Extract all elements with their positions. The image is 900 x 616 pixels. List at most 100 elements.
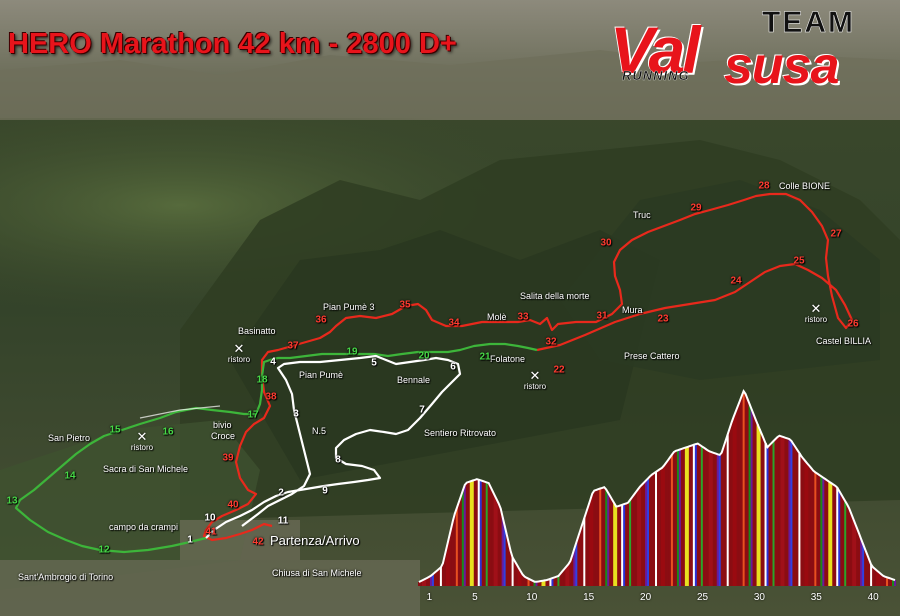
elevation-bar xyxy=(846,504,849,586)
elevation-bar xyxy=(549,578,552,586)
km-marker-9: 9 xyxy=(322,485,328,497)
elevation-bar xyxy=(774,439,777,586)
elevation-bar xyxy=(459,496,463,586)
km-marker-42: 42 xyxy=(252,536,264,548)
elevation-bar xyxy=(647,478,650,586)
elevation-bar xyxy=(748,404,752,586)
elevation-bar xyxy=(868,559,871,586)
elevation-bar xyxy=(826,480,829,586)
elevation-bar xyxy=(473,479,477,586)
elevation-bar xyxy=(720,452,724,586)
logo-team-text: TEAM xyxy=(762,6,855,40)
elevation-bar xyxy=(593,490,596,586)
elevation-bar xyxy=(579,530,582,586)
km-marker-25: 25 xyxy=(793,255,805,267)
elevation-bar xyxy=(804,461,807,586)
elevation-bar xyxy=(744,393,748,586)
elevation-bar xyxy=(559,573,562,586)
x-tick-label: 1 xyxy=(426,592,433,603)
km-marker-36: 36 xyxy=(315,314,327,326)
km-marker-34: 34 xyxy=(448,317,460,329)
elevation-bar xyxy=(445,546,449,586)
elevation-bar xyxy=(818,474,821,586)
elevation-bar xyxy=(621,504,624,586)
place-chiusa-di-san-michele: Chiusa di San Michele xyxy=(272,568,362,578)
km-marker-10: 10 xyxy=(204,512,216,524)
crossed-cutlery-icon: ✕ xyxy=(810,301,822,316)
elevation-bar xyxy=(575,542,578,586)
elevation-bar xyxy=(780,436,783,586)
elevation-bar xyxy=(738,401,742,586)
elevation-bar xyxy=(864,549,867,586)
valsusa-logo: TEAM Val susa RUNNING xyxy=(606,6,896,95)
place-bivio: bivio xyxy=(213,420,232,430)
elevation-bar xyxy=(838,490,841,586)
elevation-bar xyxy=(684,447,688,586)
elevation-bar xyxy=(509,550,513,586)
elevation-profile xyxy=(418,388,896,586)
elevation-bar xyxy=(443,554,447,586)
elevation-bar xyxy=(808,465,811,586)
elevation-bar xyxy=(455,507,459,586)
elevation-bar xyxy=(655,471,658,586)
place-bennale: Bennale xyxy=(397,375,431,385)
elevation-bar xyxy=(607,492,610,586)
elevation-bar xyxy=(653,473,656,586)
elevation-bar xyxy=(758,428,761,586)
elevation-bar xyxy=(770,443,773,586)
km-marker-7: 7 xyxy=(419,404,425,416)
elevation-bar xyxy=(724,440,728,586)
elevation-bar xyxy=(756,424,759,586)
x-tick-label: 10 xyxy=(526,592,538,603)
elevation-bar xyxy=(515,564,518,586)
elevation-bar xyxy=(718,454,722,586)
elevation-bar xyxy=(437,569,441,586)
elevation-bar xyxy=(501,516,505,586)
elevation-bar xyxy=(736,406,740,586)
elevation-bar xyxy=(605,489,608,586)
km-marker-39: 39 xyxy=(222,452,234,464)
elevation-bar xyxy=(822,477,825,586)
elevation-bar xyxy=(798,453,801,586)
elevation-bar xyxy=(591,493,594,586)
elevation-bar xyxy=(481,481,485,586)
elevation-bar xyxy=(563,568,566,586)
elevation-bar xyxy=(716,454,720,586)
elevation-bar xyxy=(664,462,668,586)
elevation-bar xyxy=(762,438,765,586)
elevation-bar xyxy=(491,491,495,586)
elevation-bar xyxy=(451,520,455,586)
elevation-bar xyxy=(457,502,461,586)
place-pian-pume-3: Pian Pumè 3 xyxy=(323,302,375,312)
page-title: HERO Marathon 42 km - 2800 D+ xyxy=(8,28,457,60)
elevation-bar xyxy=(740,396,744,586)
km-marker-3: 3 xyxy=(293,408,299,420)
elevation-bar xyxy=(649,476,652,586)
elevation-bar xyxy=(525,577,528,586)
elevation-bar xyxy=(726,434,730,586)
elevation-bar xyxy=(890,578,893,586)
elevation-bar xyxy=(722,446,726,586)
elevation-bar xyxy=(493,495,497,586)
elevation-bar xyxy=(447,537,451,586)
km-marker-17: 17 xyxy=(247,409,259,421)
elevation-bar xyxy=(429,575,433,586)
logo-running-text: RUNNING xyxy=(622,68,690,83)
elevation-bar xyxy=(732,416,736,586)
elevation-bar xyxy=(682,448,686,586)
km-marker-16: 16 xyxy=(162,426,174,438)
elevation-bar xyxy=(670,454,674,586)
place-croce: Croce xyxy=(211,431,236,441)
crossed-cutlery-icon: ✕ xyxy=(233,341,245,356)
x-tick-label: 20 xyxy=(640,592,652,603)
elevation-bar xyxy=(782,437,785,586)
km-marker-27: 27 xyxy=(830,228,842,240)
elevation-bar xyxy=(810,468,813,586)
place-san-pietro: San Pietro xyxy=(48,433,91,443)
place-sacra-di-san-michele: Sacra di San Michele xyxy=(103,464,189,474)
elevation-bar xyxy=(483,481,487,586)
km-marker-23: 23 xyxy=(657,313,669,325)
elevation-bar xyxy=(766,447,769,586)
elevation-bar xyxy=(531,580,534,586)
elevation-bar xyxy=(814,472,817,586)
